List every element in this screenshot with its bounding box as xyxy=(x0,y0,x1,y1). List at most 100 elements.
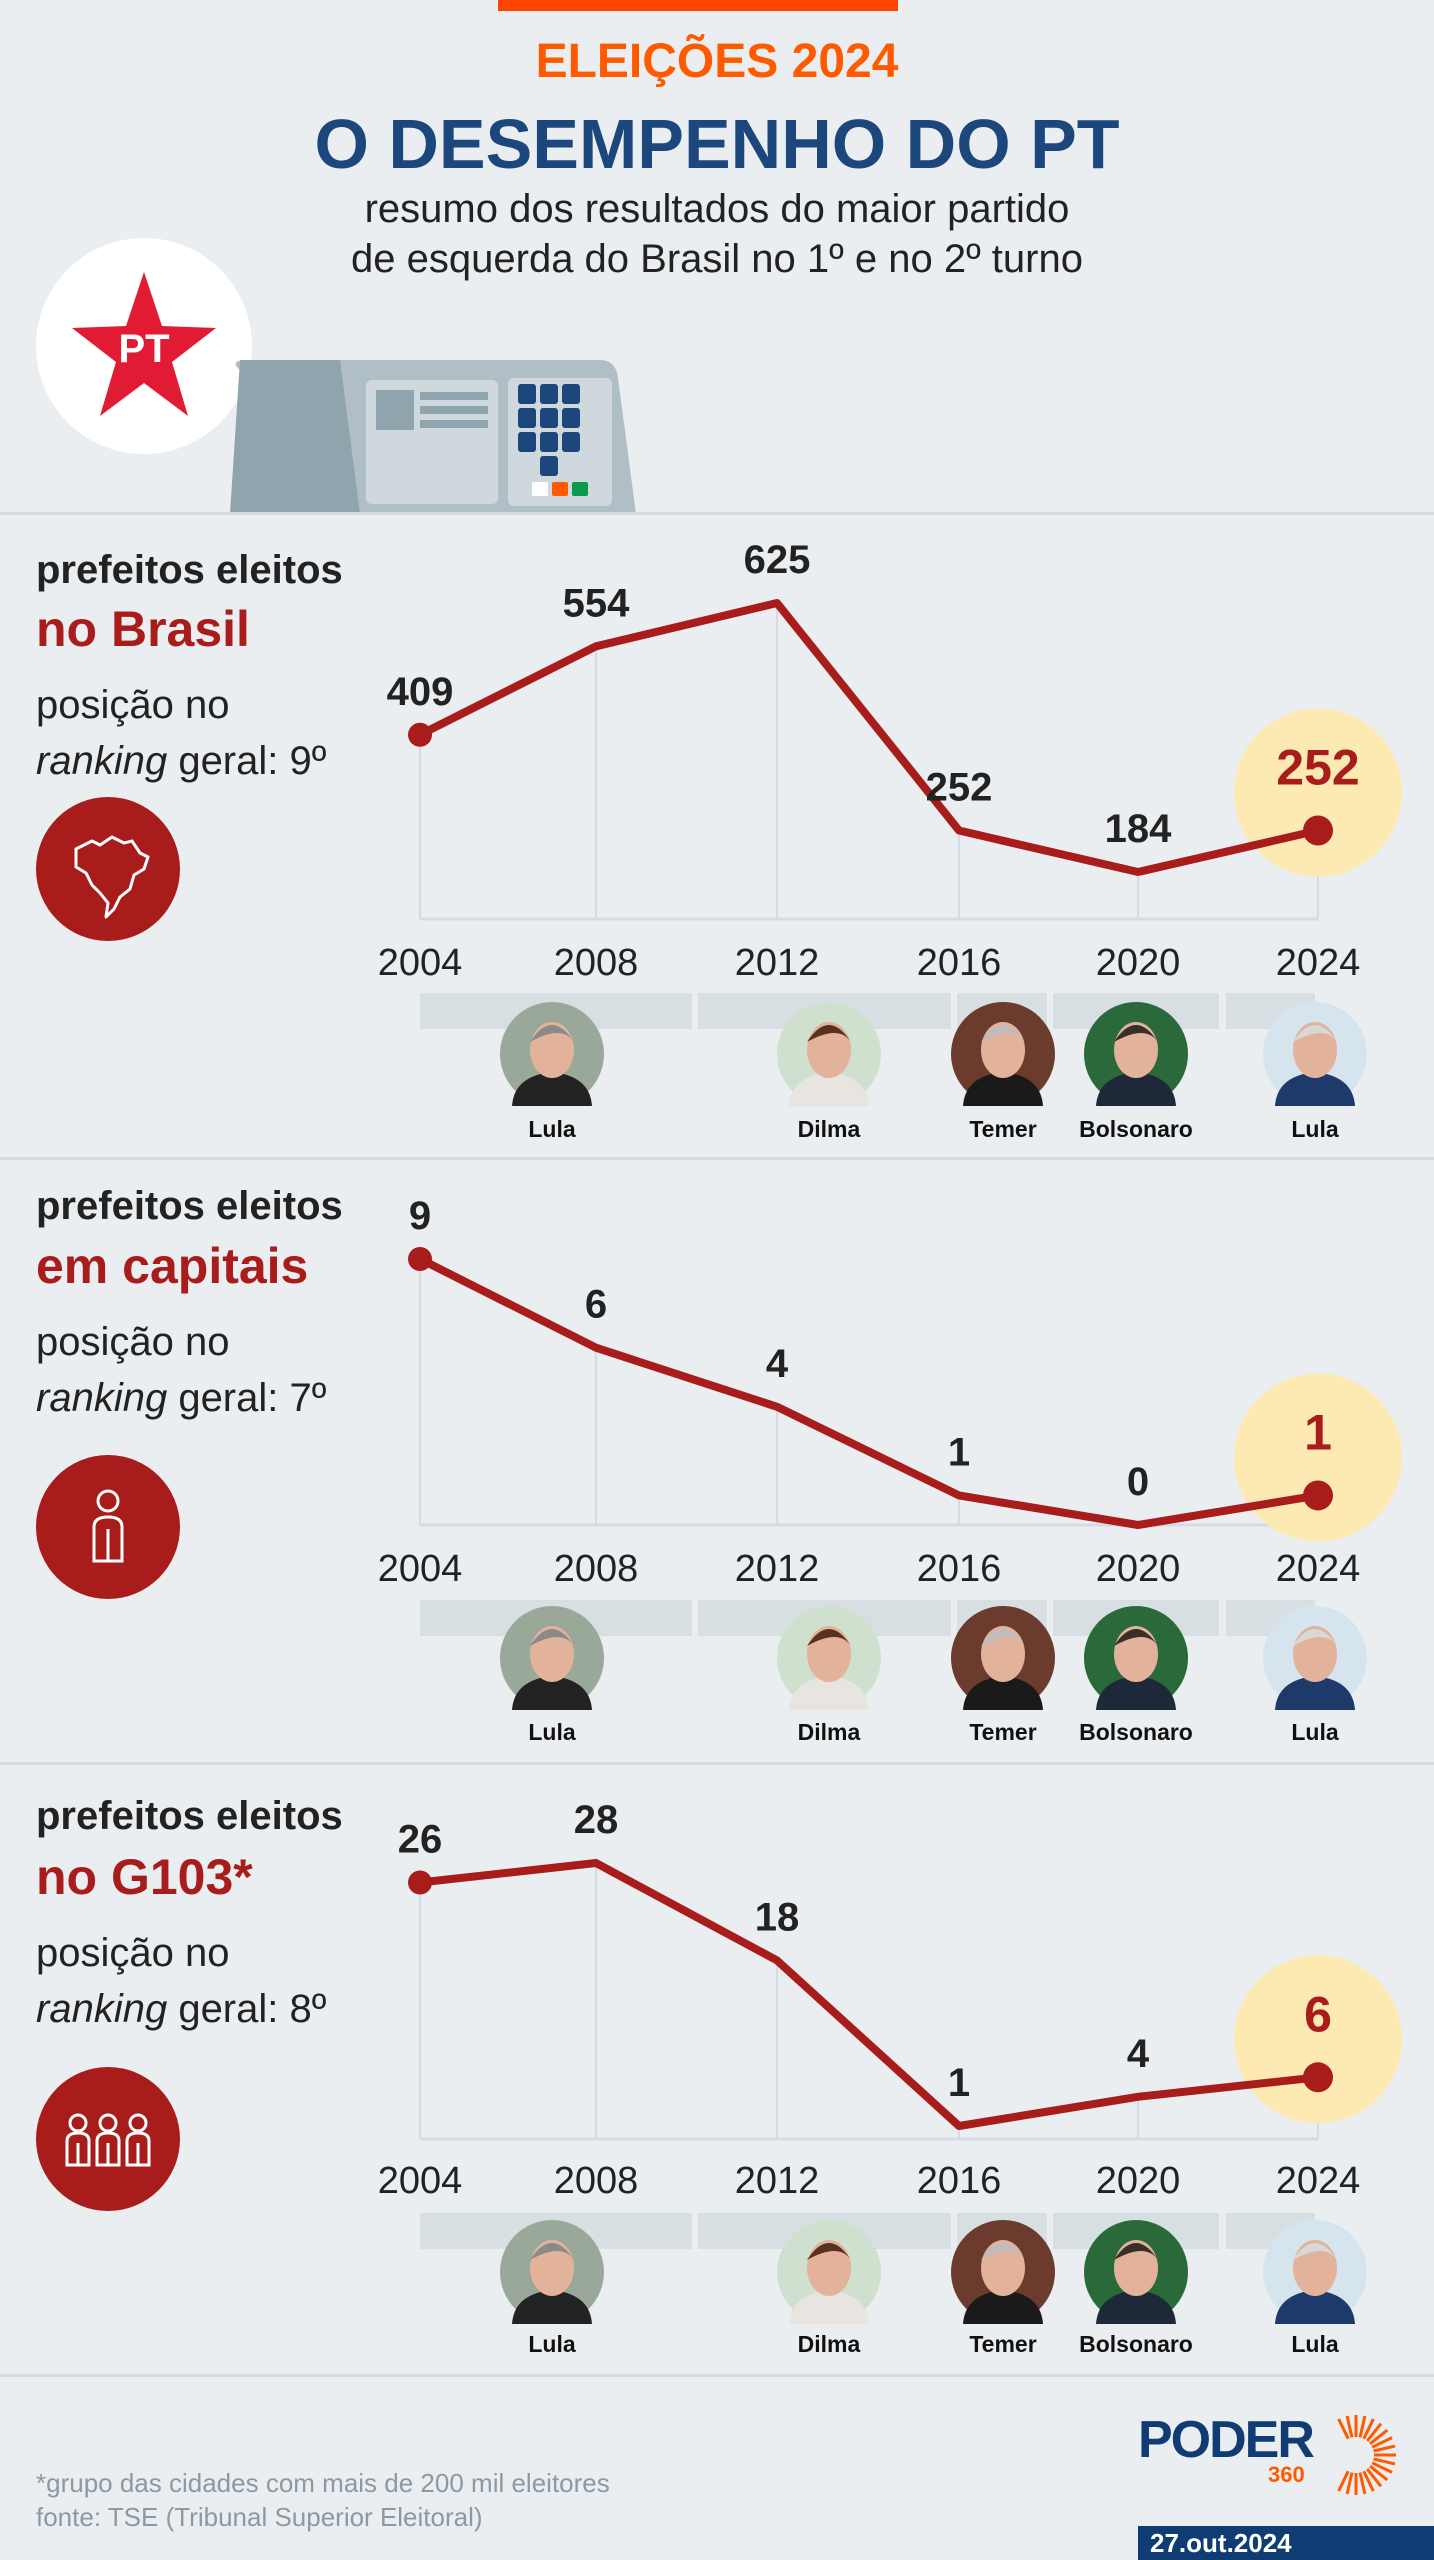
data-point xyxy=(408,1870,432,1895)
people-icon xyxy=(36,2067,180,2211)
president-name: Temer xyxy=(969,2331,1036,2357)
x-tick-label: 2020 xyxy=(1096,942,1181,984)
x-tick-label: 2016 xyxy=(917,2160,1002,2202)
sun-ray xyxy=(1371,2461,1393,2474)
sun-ray xyxy=(1371,2436,1393,2449)
voting-machine-icon xyxy=(230,360,636,514)
series-line xyxy=(419,1859,1319,2130)
ranking-value: geral: 8º xyxy=(167,1987,327,2031)
data-label: 1 xyxy=(948,2061,970,2105)
x-tick-label: 2012 xyxy=(735,942,820,984)
data-label: 252 xyxy=(926,766,993,810)
brand-logo-sub: 360 xyxy=(1268,2462,1305,2487)
president-photo-suit xyxy=(963,1676,1043,1710)
ranking-line-1: posição no xyxy=(36,1320,230,1364)
president-photo-hair xyxy=(530,1025,574,1042)
ranking-text: posição no ranking geral: 8º xyxy=(36,1925,326,2037)
sun-ray xyxy=(1345,2415,1354,2438)
data-label: 625 xyxy=(744,538,811,582)
section-label: prefeitos eleitos xyxy=(36,1184,343,1228)
data-label: 1 xyxy=(948,1430,970,1474)
data-label: 252 xyxy=(1276,740,1359,796)
footnote-source: fonte: TSE (Tribunal Superior Eleitoral) xyxy=(36,2502,483,2532)
president-photo-suit xyxy=(789,2290,869,2324)
sun-ray xyxy=(1362,2470,1375,2492)
president-name: Dilma xyxy=(798,1116,861,1142)
president-photo-hair xyxy=(807,2243,851,2260)
president-photo-suit xyxy=(1096,1072,1176,1106)
x-tick-label: 2024 xyxy=(1276,2160,1361,2202)
sun-ray xyxy=(1366,2422,1383,2442)
data-label: 409 xyxy=(387,670,454,714)
president-photo-suit xyxy=(789,1676,869,1710)
president-name: Lula xyxy=(528,2331,575,2357)
data-label: 4 xyxy=(766,1342,789,1386)
x-tick-label: 2012 xyxy=(735,1548,820,1590)
president-photo-hair xyxy=(981,1025,1025,1042)
president-photo-hair xyxy=(530,1629,574,1646)
president-photo-suit xyxy=(1096,2290,1176,2324)
sun-ray xyxy=(1337,2418,1350,2440)
sun-ray xyxy=(1358,2472,1367,2495)
president-photo-hair xyxy=(981,1629,1025,1646)
footnote: *grupo das cidades com mais de 200 mil e… xyxy=(36,2466,610,2534)
section-highlight-label: no G103* xyxy=(36,1849,253,1905)
subtitle-line-2: de esquerda do Brasil no 1º e no 2º turn… xyxy=(351,237,1083,281)
ranking-text: posição no ranking geral: 9º xyxy=(36,677,326,789)
sun-ray xyxy=(1358,2415,1367,2438)
sun-ray xyxy=(1369,2428,1389,2445)
president-photo-hair xyxy=(1114,1025,1158,1042)
data-point xyxy=(1303,815,1333,846)
president-photo-hair xyxy=(807,1025,851,1042)
president-photo-hair xyxy=(1114,1629,1158,1646)
president-name: Lula xyxy=(1291,1116,1338,1142)
president-photo-suit xyxy=(512,2290,592,2324)
top-accent-bar xyxy=(498,0,898,11)
series-line xyxy=(418,1255,1319,1529)
divider xyxy=(0,1762,1434,1765)
brazil-map-icon xyxy=(36,797,180,941)
divider xyxy=(0,1157,1434,1160)
kicker: ELEIÇÕES 2024 xyxy=(535,35,899,88)
sun-ray xyxy=(1366,2468,1383,2488)
data-point xyxy=(408,722,432,747)
ranking-text: posição no ranking geral: 7º xyxy=(36,1314,326,1426)
president-photo-suit xyxy=(1275,2290,1355,2324)
president-name: Lula xyxy=(528,1719,575,1745)
ranking-line-1: posição no xyxy=(36,1931,230,1975)
x-tick-label: 2008 xyxy=(554,1548,639,1590)
data-label: 9 xyxy=(409,1194,431,1238)
person-icon xyxy=(36,1455,180,1599)
x-tick-label: 2008 xyxy=(554,2160,639,2202)
president-photo-hair xyxy=(1293,2243,1337,2260)
president-name: Bolsonaro xyxy=(1079,1116,1193,1142)
x-tick-label: 2016 xyxy=(917,1548,1002,1590)
x-tick-label: 2016 xyxy=(917,942,1002,984)
president-photo-suit xyxy=(963,2290,1043,2324)
data-label: 6 xyxy=(585,1283,607,1327)
data-point xyxy=(1303,1480,1333,1511)
president-name: Temer xyxy=(969,1116,1036,1142)
divider xyxy=(0,512,1434,515)
president-photo-suit xyxy=(1275,1676,1355,1710)
president-photo-hair xyxy=(530,2243,574,2260)
page-title: O DESEMPENHO DO PT xyxy=(314,105,1120,183)
president-photo-suit xyxy=(963,1072,1043,1106)
section-highlight-label: em capitais xyxy=(36,1238,309,1294)
sun-ray xyxy=(1373,2444,1396,2453)
section-label: prefeitos eleitos xyxy=(36,548,343,592)
pt-star-icon xyxy=(72,272,216,416)
publication-date: 27.out.2024 xyxy=(1138,2526,1434,2560)
data-label: 6 xyxy=(1304,1986,1332,2042)
data-label: 554 xyxy=(563,581,630,625)
data-label: 184 xyxy=(1105,807,1172,851)
president-photo-hair xyxy=(1293,1629,1337,1646)
president-name: Bolsonaro xyxy=(1079,2331,1193,2357)
divider xyxy=(0,2374,1434,2377)
footnote-note: *grupo das cidades com mais de 200 mil e… xyxy=(36,2468,610,2498)
x-tick-label: 2024 xyxy=(1276,942,1361,984)
president-name: Lula xyxy=(1291,2331,1338,2357)
president-name: Lula xyxy=(528,1116,575,1142)
data-label: 1 xyxy=(1304,1404,1332,1460)
x-tick-label: 2020 xyxy=(1096,2160,1181,2202)
